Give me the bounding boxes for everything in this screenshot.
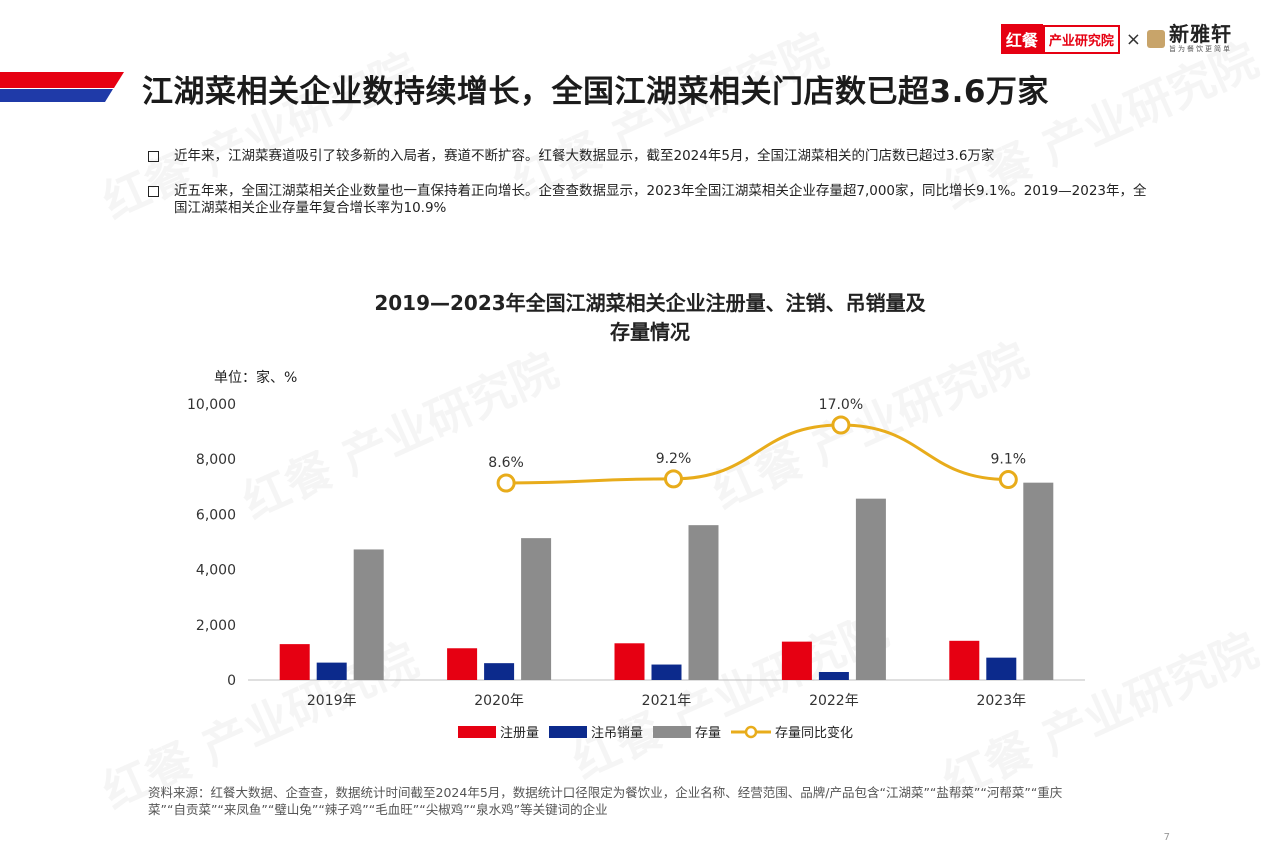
yoy-data-label: 17.0% (819, 397, 863, 413)
bullet-text: 近年来，江湖菜赛道吸引了较多新的入局者，赛道不断扩容。红餐大数据显示，截至202… (174, 148, 995, 164)
brand-name: 新雅轩 (1169, 22, 1232, 46)
chart-title-line2: 存量情况 (610, 320, 690, 344)
bar-cancel (651, 664, 682, 680)
legend-item-reg: 注册量 (458, 722, 539, 741)
hongcan-logo: 红餐 产业研究院 (1000, 24, 1120, 54)
bar-reg (781, 641, 812, 680)
yoy-data-label: 9.2% (656, 451, 692, 467)
yoy-line (506, 423, 1009, 485)
bar-reg (447, 648, 478, 680)
legend-line-marker (731, 725, 772, 738)
brand-slogan: 旨为餐饮更简单 (1169, 45, 1232, 53)
bar-cancel (818, 671, 849, 680)
bar-cancel (986, 657, 1017, 680)
brand-mark-icon (1147, 30, 1165, 48)
x-tick-label: 2022年 (809, 693, 859, 709)
bullet-list: 近年来，江湖菜赛道吸引了较多新的入局者，赛道不断扩容。红餐大数据显示，截至202… (148, 148, 1148, 235)
y-tick-label: 0 (227, 673, 236, 689)
legend-swatch (549, 725, 588, 738)
bullet-square-icon (148, 186, 159, 197)
chart-legend: 注册量 注吊销量 存量 存量同比变化 (458, 722, 863, 741)
logo: 红餐 产业研究院 × 新雅轩 旨为餐饮更简单 (1000, 24, 1232, 54)
bar-cancel (484, 663, 515, 680)
logo-red-part: 红餐 (1000, 24, 1043, 54)
chart-title: 2019—2023年全国江湖菜相关企业注册量、注销、吊销量及 存量情况 (300, 289, 1000, 347)
y-tick-label: 4,000 (196, 563, 236, 579)
x-tick-label: 2020年 (474, 693, 524, 709)
bullet-item: 近年来，江湖菜赛道吸引了较多新的入局者，赛道不断扩容。红餐大数据显示，截至202… (148, 148, 1148, 165)
legend-label: 注吊销量 (591, 726, 644, 741)
legend-label: 存量 (695, 726, 722, 741)
legend-label: 存量同比变化 (775, 726, 854, 741)
logo-separator: × (1125, 28, 1141, 50)
bar-reg (949, 640, 980, 680)
bar-stock (688, 525, 719, 680)
yoy-data-label: 9.1% (991, 452, 1027, 468)
x-tick-label: 2023年 (976, 693, 1026, 709)
page-number: 7 (1163, 832, 1170, 843)
bar-stock (353, 549, 384, 680)
page-title: 江湖菜相关企业数持续增长，全国江湖菜相关门店数已超3.6万家 (142, 74, 1049, 110)
yoy-data-label: 8.6% (488, 455, 524, 471)
bar-reg (614, 643, 645, 680)
chart-unit-label: 单位：家、% (214, 370, 298, 386)
bullet-item: 近五年来，全国江湖菜相关企业数量也一直保持着正向增长。企查查数据显示，2023年… (148, 183, 1148, 217)
yoy-point (998, 470, 1018, 490)
yoy-point (664, 469, 683, 489)
chart-title-line1: 2019—2023年全国江湖菜相关企业注册量、注销、吊销量及 (374, 291, 926, 315)
bar-stock (1023, 482, 1054, 680)
yoy-point (496, 473, 516, 493)
bullet-text: 近五年来，全国江湖菜相关企业数量也一直保持着正向增长。企查查数据显示，2023年… (174, 183, 1147, 216)
bar-stock (855, 498, 886, 680)
legend-swatch (653, 725, 692, 738)
x-tick-label: 2019年 (307, 693, 357, 709)
y-tick-label: 6,000 (196, 507, 236, 523)
y-tick-label: 2,000 (196, 618, 236, 634)
bar-reg (279, 644, 310, 680)
legend-swatch (458, 725, 496, 738)
legend-label: 注册量 (500, 726, 540, 741)
yoy-point (831, 415, 851, 435)
bar-cancel (316, 662, 347, 680)
bullet-square-icon (148, 151, 159, 162)
logo-red-suffix: 产业研究院 (1042, 24, 1120, 54)
legend-item-yoy: 存量同比变化 (731, 722, 853, 741)
legend-item-stock: 存量 (653, 722, 721, 741)
source-note: 资料来源：红餐大数据、企查查，数据统计时间截至2024年5月，数据统计口径限定为… (148, 785, 1063, 817)
xinyaxuan-logo: 新雅轩 旨为餐饮更简单 (1169, 24, 1232, 54)
bar-stock (521, 538, 552, 680)
legend-item-cancel: 注吊销量 (549, 722, 643, 741)
y-tick-label: 8,000 (196, 452, 236, 468)
y-tick-label: 10,000 (187, 397, 236, 413)
title-accent-bar (0, 72, 124, 102)
x-tick-label: 2021年 (642, 693, 692, 709)
